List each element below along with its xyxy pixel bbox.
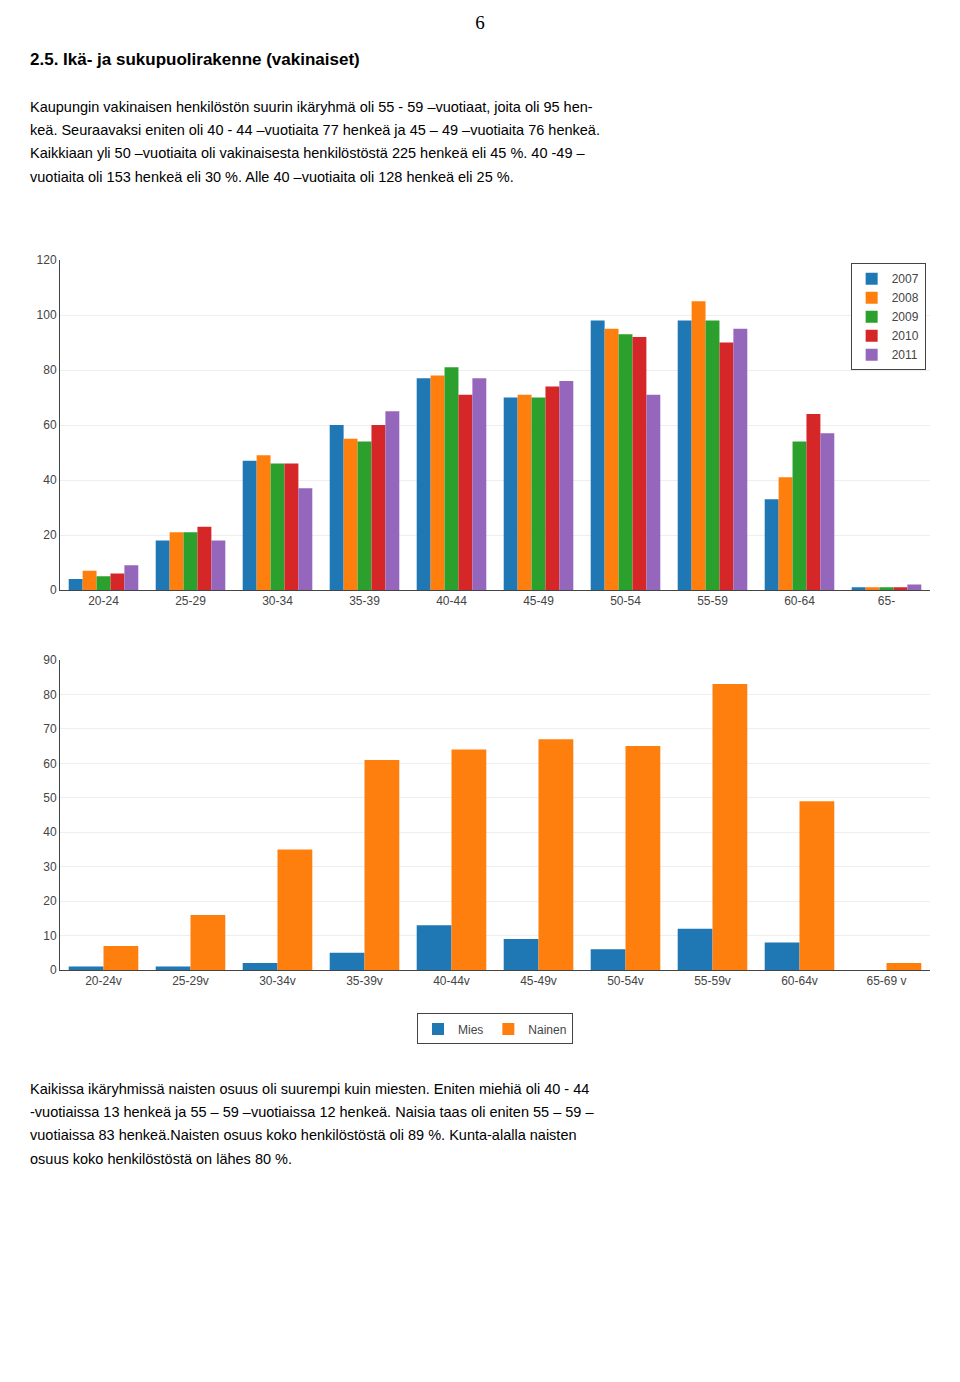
svg-text:20: 20 <box>43 528 57 542</box>
svg-text:55-59v: 55-59v <box>694 974 731 988</box>
svg-text:40: 40 <box>43 473 57 487</box>
svg-text:Nainen: Nainen <box>528 1023 566 1037</box>
svg-text:20-24v: 20-24v <box>85 974 122 988</box>
svg-text:60-64v: 60-64v <box>781 974 818 988</box>
svg-text:50-54v: 50-54v <box>607 974 644 988</box>
svg-text:20: 20 <box>43 894 57 908</box>
html-text:Kaupungin vakinaisen henkilöst: Kaupungin vakinaisen henkilöstön suurin … <box>30 99 593 115</box>
svg-text:65-: 65- <box>878 594 895 608</box>
svg-text:35-39: 35-39 <box>349 594 380 608</box>
svg-text:70: 70 <box>43 722 57 736</box>
svg-text:60: 60 <box>43 757 57 771</box>
svg-text:60-64: 60-64 <box>784 594 815 608</box>
svg-text:50: 50 <box>43 791 57 805</box>
svg-text:20-24: 20-24 <box>88 594 119 608</box>
html-text:keä. Seuraavaksi eniten oli 40: keä. Seuraavaksi eniten oli 40 - 44 –vuo… <box>30 122 600 139</box>
svg-text:40-44: 40-44 <box>436 594 467 608</box>
html-text:2.5. Ikä- ja sukupuolirakenne: 2.5. Ikä- ja sukupuolirakenne (vakinaise… <box>30 50 360 69</box>
svg-text:35-39v: 35-39v <box>346 974 383 988</box>
html-text:vuotiaita oli 153 henkeä eli 3: vuotiaita oli 153 henkeä eli 30 %. Alle … <box>30 168 514 185</box>
svg-text:2009: 2009 <box>892 310 919 324</box>
svg-text:100: 100 <box>37 308 57 322</box>
svg-text:50-54: 50-54 <box>610 594 641 608</box>
svg-text:90: 90 <box>43 653 57 667</box>
svg-text:40: 40 <box>43 825 57 839</box>
html-text:6: 6 <box>475 12 485 33</box>
svg-text:60: 60 <box>43 418 57 432</box>
svg-text:10: 10 <box>43 929 57 943</box>
svg-text:45-49v: 45-49v <box>520 974 557 988</box>
svg-text:30: 30 <box>43 860 57 874</box>
svg-text:2007: 2007 <box>892 272 919 286</box>
html-text:Kaikissa ikäryhmissä naisten o: Kaikissa ikäryhmissä naisten osuus oli s… <box>30 1081 590 1097</box>
svg-text:30-34v: 30-34v <box>259 974 296 988</box>
svg-text:25-29: 25-29 <box>175 594 206 608</box>
svg-text:2011: 2011 <box>892 348 918 362</box>
svg-text:2008: 2008 <box>892 291 919 305</box>
svg-text:80: 80 <box>43 688 57 702</box>
svg-text:80: 80 <box>43 363 57 377</box>
html-text:-vuotiaissa 13 henkeä ja 55 –: -vuotiaissa 13 henkeä ja 55 – 59 –vuotia… <box>30 1104 594 1121</box>
svg-text:40-44v: 40-44v <box>433 974 470 988</box>
svg-text:45-49: 45-49 <box>523 594 554 608</box>
svg-text:30-34: 30-34 <box>262 594 293 608</box>
html-text:osuus koko henkilöstöstä on lä: osuus koko henkilöstöstä on lähes 80 %. <box>30 1150 292 1167</box>
svg-text:65-69 v: 65-69 v <box>866 974 906 988</box>
html-text:vuotiaissa 83 henkeä.Naisten o: vuotiaissa 83 henkeä.Naisten osuus koko … <box>30 1127 577 1144</box>
svg-text:120: 120 <box>37 253 57 267</box>
html-text:Kaikkiaan yli 50 –vuotiaita ol: Kaikkiaan yli 50 –vuotiaita oli vakinais… <box>30 145 585 162</box>
svg-text:2010: 2010 <box>892 329 919 343</box>
svg-text:25-29v: 25-29v <box>172 974 209 988</box>
svg-text:0: 0 <box>50 963 57 977</box>
svg-text:55-59: 55-59 <box>697 594 728 608</box>
svg-text:Mies: Mies <box>458 1023 483 1037</box>
svg-text:0: 0 <box>50 583 57 597</box>
